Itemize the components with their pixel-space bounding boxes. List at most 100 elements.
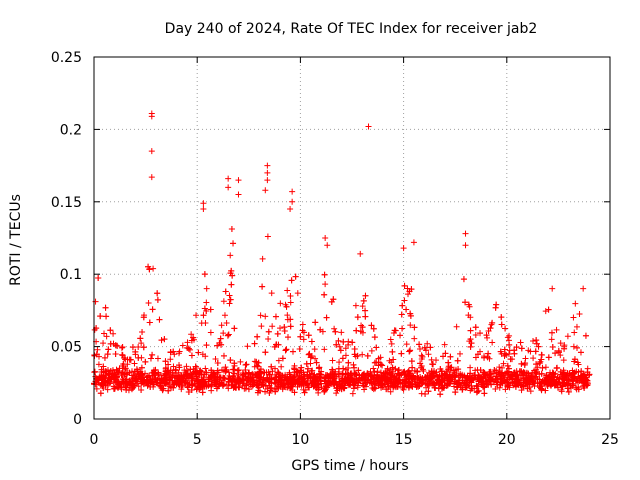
data-point (149, 370, 156, 377)
data-point (277, 300, 284, 307)
data-point (523, 369, 530, 376)
data-point (481, 369, 488, 376)
data-point (137, 335, 144, 342)
data-point (322, 386, 329, 393)
data-point (337, 347, 344, 354)
data-point (252, 371, 259, 378)
data-point (375, 355, 382, 362)
data-point (355, 367, 362, 374)
data-point (171, 351, 178, 358)
data-point (144, 382, 151, 389)
data-point (262, 313, 269, 320)
data-point (419, 353, 426, 360)
data-point (335, 380, 342, 387)
data-point (477, 367, 484, 374)
data-point (555, 349, 562, 356)
data-point (272, 365, 279, 372)
data-point (452, 378, 459, 385)
data-point (289, 348, 296, 355)
data-point (487, 370, 494, 377)
data-point (195, 349, 202, 356)
data-point (264, 374, 271, 381)
data-point (235, 371, 242, 378)
data-point (122, 365, 129, 372)
data-point (578, 368, 585, 375)
data-point (489, 339, 496, 346)
data-point (242, 385, 249, 392)
data-point (98, 369, 105, 376)
data-point (188, 331, 195, 338)
data-point (172, 366, 179, 373)
y-tick-label: 0 (73, 412, 82, 428)
data-point (242, 366, 249, 373)
data-point (323, 314, 330, 321)
data-point (227, 296, 234, 303)
data-point (530, 338, 537, 345)
data-point (504, 381, 511, 388)
data-point (484, 354, 491, 361)
data-point (288, 277, 295, 284)
data-point (245, 386, 252, 393)
data-point (265, 336, 272, 343)
data-point (156, 316, 163, 323)
data-point-peak (200, 200, 207, 207)
data-point (291, 372, 298, 379)
data-point (442, 350, 449, 357)
data-point (202, 365, 209, 372)
grid-lines (94, 57, 610, 419)
data-point (167, 375, 174, 382)
data-point (498, 321, 505, 328)
data-point (220, 374, 227, 381)
data-point (299, 321, 306, 328)
data-point (467, 364, 474, 371)
data-point (139, 371, 146, 378)
data-point (571, 358, 578, 365)
data-point (196, 371, 203, 378)
data-point (475, 372, 482, 379)
data-point (237, 358, 244, 365)
data-point (193, 312, 200, 319)
data-point (250, 379, 257, 386)
data-point (340, 338, 347, 345)
data-point (424, 340, 431, 347)
data-point (479, 383, 486, 390)
data-point (362, 292, 369, 299)
data-point (183, 363, 190, 370)
data-point (189, 375, 196, 382)
data-point (352, 376, 359, 383)
data-point (505, 380, 512, 387)
data-point (467, 370, 474, 377)
data-point (131, 368, 138, 375)
data-point (226, 292, 233, 299)
data-point (462, 299, 469, 306)
data-point (205, 381, 212, 388)
data-point (416, 345, 423, 352)
data-point (228, 225, 235, 232)
data-point (119, 351, 126, 358)
data-point (345, 341, 352, 348)
data-point (418, 363, 425, 370)
data-point (150, 369, 157, 376)
data-point (515, 379, 522, 386)
data-point (361, 376, 368, 383)
data-point (122, 378, 129, 385)
data-point (505, 368, 512, 375)
data-point (154, 355, 161, 362)
x-tick-label: 20 (498, 432, 516, 448)
data-point (268, 290, 275, 297)
data-point (538, 370, 545, 377)
data-point (201, 271, 208, 278)
data-point (506, 332, 513, 339)
data-point (300, 336, 307, 343)
data-point (176, 350, 183, 357)
data-point (234, 367, 241, 374)
data-point (426, 382, 433, 389)
data-point (384, 365, 391, 372)
data-point (321, 378, 328, 385)
data-point (472, 324, 479, 331)
data-point (283, 375, 290, 382)
data-point (426, 376, 433, 383)
data-point-peak (200, 206, 207, 213)
data-point (384, 378, 391, 385)
data-point (406, 288, 413, 295)
